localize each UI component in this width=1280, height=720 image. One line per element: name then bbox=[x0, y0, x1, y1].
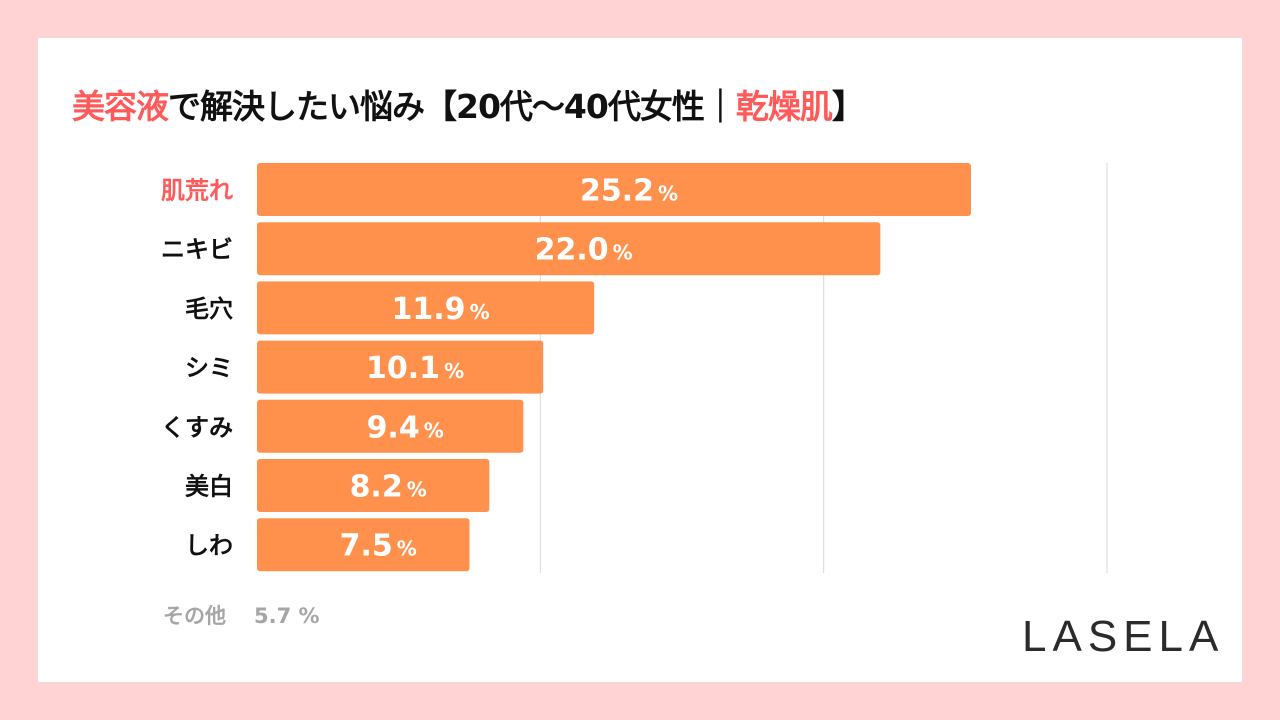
title-bracket: 】 bbox=[831, 87, 865, 126]
category-label: くすみ bbox=[161, 413, 233, 441]
data-label: 25.2% bbox=[580, 174, 678, 209]
other-row: その他 5.7 % bbox=[163, 600, 320, 630]
bar bbox=[257, 459, 490, 512]
other-value: 5.7 % bbox=[254, 604, 320, 628]
bar bbox=[257, 340, 544, 394]
data-label: 22.0% bbox=[535, 233, 633, 268]
title-text: で解決したい悩み【20代〜40代女性｜ bbox=[168, 87, 737, 126]
title-highlight: 美容液 bbox=[72, 87, 169, 126]
chart-card bbox=[38, 38, 1242, 682]
category-label: シミ bbox=[185, 354, 233, 382]
other-label: その他 bbox=[163, 604, 226, 628]
data-label: 7.5% bbox=[340, 529, 417, 564]
bar bbox=[257, 281, 595, 335]
lasela-logo: LASELA bbox=[1022, 612, 1225, 661]
bar bbox=[257, 163, 971, 216]
bar bbox=[257, 518, 470, 572]
bar bbox=[257, 222, 881, 276]
data-label: 9.4% bbox=[367, 410, 444, 445]
category-label: 肌荒れ bbox=[161, 177, 233, 205]
category-label: 美白 bbox=[185, 473, 233, 501]
data-label: 10.1% bbox=[366, 351, 464, 386]
title-highlight-skin: 乾燥肌 bbox=[735, 87, 833, 126]
category-label: 毛穴 bbox=[185, 295, 233, 323]
data-label: 8.2% bbox=[350, 470, 427, 505]
bar bbox=[257, 399, 524, 453]
chart-title: 美容液で解決したい悩み【20代〜40代女性｜乾燥肌】 bbox=[72, 80, 865, 128]
data-label: 11.9% bbox=[392, 292, 490, 327]
category-label: しわ bbox=[185, 532, 233, 560]
category-label: ニキビ bbox=[161, 236, 233, 264]
